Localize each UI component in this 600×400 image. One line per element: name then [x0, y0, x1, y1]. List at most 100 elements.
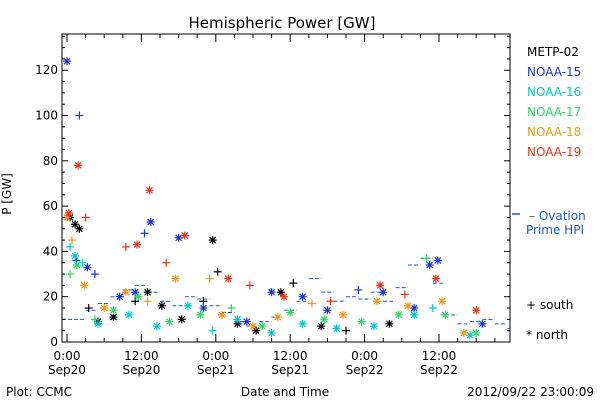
data-point-noaa-17 — [165, 317, 174, 326]
data-point-noaa-15 — [146, 217, 155, 226]
x-tick-date: Sep21 — [271, 363, 309, 377]
x-tick-time: 0:00 — [351, 349, 378, 363]
x-tick-date: Sep22 — [420, 363, 458, 377]
data-point-metp-02 — [289, 279, 298, 288]
data-point-noaa-19 — [326, 297, 335, 306]
data-point-noaa-15 — [267, 288, 276, 297]
data-point-metp-02 — [276, 288, 285, 297]
data-point-noaa-17 — [394, 310, 403, 319]
data-point-noaa-17 — [472, 328, 481, 337]
data-point-noaa-19 — [431, 274, 440, 283]
data-point-noaa-15 — [174, 233, 183, 242]
ovation-label-line1: – Ovation — [529, 209, 586, 223]
data-point-noaa-16 — [267, 328, 276, 337]
data-point-noaa-19 — [145, 186, 154, 195]
data-point-noaa-18 — [459, 328, 468, 337]
data-point-noaa-15 — [425, 261, 434, 269]
data-point-noaa-15 — [115, 292, 124, 301]
marker-legend-south: + south — [526, 298, 573, 312]
data-point-metp-02 — [213, 267, 222, 276]
marker-legend-north: * north — [526, 328, 568, 342]
x-tick-date: Sep22 — [346, 363, 384, 377]
y-tick-label: 20 — [43, 290, 58, 304]
x-tick-date: Sep20 — [48, 363, 86, 377]
footer-timestamp: 2012/09/22 23:00:09 — [467, 385, 594, 399]
ovation-label-line2: Prime HPI — [526, 223, 584, 237]
data-point-noaa-18 — [205, 274, 214, 283]
data-point-noaa-18 — [218, 310, 226, 319]
data-point-noaa-17 — [90, 315, 99, 324]
data-point-noaa-18 — [143, 297, 152, 306]
data-point-noaa-16 — [66, 242, 75, 251]
data-point-metp-02 — [252, 326, 261, 335]
data-point-noaa-19 — [280, 292, 288, 301]
data-point-noaa-15 — [242, 317, 251, 326]
y-tick-label: 120 — [35, 63, 58, 77]
y-tick-label: 60 — [43, 199, 58, 213]
data-point-noaa-19 — [472, 306, 481, 315]
data-point-noaa-18 — [338, 310, 347, 319]
legend-entry-noaa-19: NOAA-19 — [527, 145, 581, 159]
data-point-noaa-19 — [133, 240, 142, 249]
data-point-noaa-19 — [180, 231, 189, 240]
data-point-noaa-18 — [249, 322, 257, 331]
data-point-noaa-17 — [227, 304, 236, 313]
data-point-noaa-18 — [373, 297, 381, 306]
data-point-noaa-17 — [320, 315, 329, 324]
plot-frame — [61, 33, 511, 343]
data-point-noaa-15 — [75, 111, 84, 120]
data-point-noaa-16 — [94, 319, 102, 328]
marker-legend: + south * north — [526, 298, 573, 342]
data-point-noaa-17 — [441, 310, 450, 319]
x-tick-time: 12:00 — [124, 349, 159, 363]
data-point-noaa-19 — [64, 208, 73, 217]
data-point-noaa-16 — [428, 304, 437, 313]
data-point-noaa-19 — [245, 281, 254, 290]
data-point-noaa-15 — [354, 285, 363, 294]
data-point-noaa-18 — [100, 304, 109, 313]
data-point-noaa-15 — [131, 288, 140, 297]
data-point-noaa-18 — [307, 299, 316, 308]
data-point-noaa-15 — [63, 57, 71, 66]
data-point-noaa-17 — [196, 310, 205, 319]
data-point-noaa-16 — [298, 319, 307, 328]
data-point-metp-02 — [317, 322, 326, 331]
data-point-noaa-15 — [199, 304, 208, 313]
data-point-noaa-16 — [208, 326, 217, 335]
data-point-metp-02 — [109, 313, 118, 322]
legend-entry-metp-02: METP-02 — [527, 45, 579, 59]
data-point-noaa-16 — [466, 331, 474, 340]
data-point-noaa-15 — [323, 306, 332, 315]
data-point-noaa-19 — [74, 161, 83, 170]
data-point-noaa-19 — [376, 281, 385, 290]
y-tick-label: 100 — [35, 109, 58, 123]
x-tick-time: 12:00 — [422, 349, 457, 363]
data-point-noaa-18 — [438, 297, 447, 306]
data-points — [63, 57, 487, 340]
data-point-noaa-16 — [71, 251, 80, 260]
legend-entry-noaa-16: NOAA-16 — [527, 85, 581, 99]
data-point-metp-02 — [208, 236, 217, 245]
x-tick-date: Sep21 — [197, 363, 235, 377]
data-point-noaa-18 — [273, 313, 282, 322]
y-axis: 0 20 40 60 80 100 120 — [35, 35, 510, 349]
data-point-noaa-18 — [67, 236, 76, 245]
y-tick-label: 80 — [43, 154, 58, 168]
data-point-noaa-17 — [66, 270, 75, 279]
x-axis: 0:00Sep2012:00Sep200:00Sep2112:00Sep210:… — [48, 34, 496, 377]
x-tick-time: 0:00 — [54, 349, 81, 363]
data-point-noaa-19 — [121, 242, 130, 251]
y-tick-label: 0 — [50, 335, 58, 349]
data-point-noaa-15 — [478, 319, 487, 328]
data-point-noaa-17 — [422, 254, 431, 263]
data-point-noaa-17 — [72, 261, 81, 269]
data-point-noaa-17 — [258, 322, 267, 331]
data-point-noaa-17 — [286, 308, 295, 317]
data-point-noaa-15 — [83, 263, 92, 272]
legend-entry-noaa-17: NOAA-17 — [527, 105, 581, 119]
legend-entry-noaa-18: NOAA-18 — [527, 125, 581, 139]
data-point-metp-02 — [131, 297, 140, 306]
data-point-noaa-18 — [121, 288, 130, 297]
x-axis-label: Date and Time — [241, 385, 329, 399]
data-point-metp-02 — [177, 315, 186, 324]
